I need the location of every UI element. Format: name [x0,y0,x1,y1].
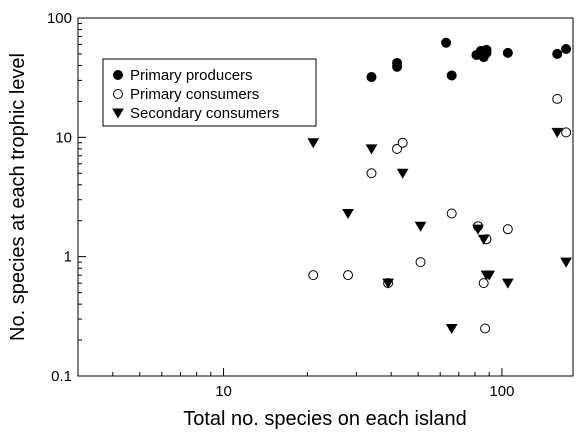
primary-consumer-point [446,208,457,219]
secondary-consumer-point [414,221,427,232]
secondary-consumer-point [501,278,514,289]
primary-producer-point [552,48,563,59]
primary-consumer-point [561,127,572,138]
legend-entry-label: Secondary consumers [130,105,279,122]
primary-consumer-point [343,270,354,281]
primary-consumer-point [478,278,489,289]
secondary-consumer-point [396,168,409,179]
primary-consumer-point [415,257,426,268]
x-tick-label: 100 [489,383,514,400]
secondary-consumer-point [382,278,394,289]
legend: Primary producers Primary consumers Second… [102,58,317,127]
y-tick-label: 100 [47,10,72,27]
primary-consumer-point [392,143,403,154]
primary-consumer-point [308,270,319,281]
secondary-consumer-point [342,209,354,219]
primary-consumer-point [397,137,408,148]
secondary-consumer-point [551,127,564,138]
legend-marker [113,89,123,99]
primary-producer-point [481,47,492,58]
legend-marker [112,108,124,119]
primary-producer-point [502,47,513,58]
primary-consumer-point [502,224,513,235]
legend-marker [113,70,123,80]
x-axis-label: Total no. species on each island [183,408,467,430]
y-axis-label: No. species at each trophic level [7,53,29,341]
primary-producer-point [366,72,377,83]
secondary-consumer-point [477,234,490,245]
legend-box [102,58,317,127]
plot-frame [77,17,574,377]
legend-entry-label: Primary producers [130,67,253,84]
primary-consumer-point [480,323,491,334]
y-tick-label: 10 [55,129,72,146]
axis-ticks: 10 100 0.1 1 10 100 [47,10,514,400]
primary-consumer-point [552,93,563,104]
y-tick-label: 1 [64,249,72,266]
data-points [307,37,572,334]
primary-producer-point [441,37,452,48]
primary-producer-point [561,43,572,54]
secondary-consumer-point [472,224,484,235]
primary-producer-point [446,70,457,81]
secondary-consumer-point [560,257,572,268]
y-tick-label: 0.1 [51,368,72,385]
primary-producer-point [392,57,403,68]
secondary-consumer-point [483,270,496,281]
legend-entry-label: Primary consumers [130,86,259,103]
x-tick-label: 10 [215,383,232,400]
secondary-consumer-point [307,138,320,149]
secondary-consumer-point [365,144,378,155]
primary-consumer-point [366,168,377,179]
secondary-consumer-point [445,324,458,334]
